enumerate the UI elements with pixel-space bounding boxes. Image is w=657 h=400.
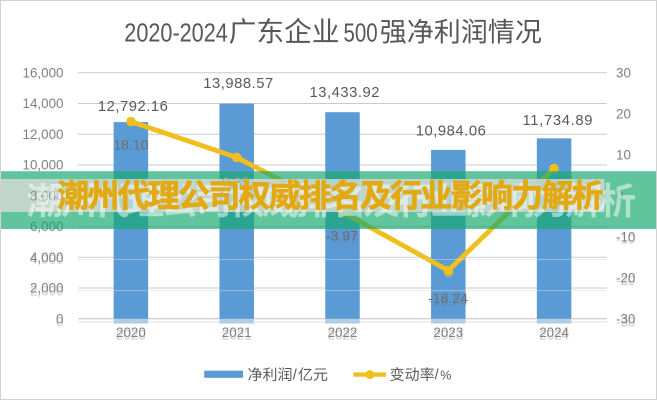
svg-text:-10: -10 (616, 229, 635, 244)
svg-text:18.10: 18.10 (113, 136, 148, 152)
svg-text:2020: 2020 (116, 328, 146, 343)
svg-text:-3.97: -3.97 (326, 227, 358, 243)
svg-text:-10: -10 (616, 232, 635, 247)
svg-text:4,000: 4,000 (30, 250, 64, 265)
svg-text:30: 30 (616, 65, 631, 80)
svg-text:-30: -30 (616, 311, 635, 326)
svg-text:2021: 2021 (222, 325, 252, 340)
svg-text:%: % (440, 369, 451, 383)
svg-text:2021: 2021 (222, 328, 252, 343)
svg-text:13,988.57: 13,988.57 (203, 76, 273, 92)
svg-text:12,000: 12,000 (23, 127, 64, 142)
svg-text:2020: 2020 (116, 325, 146, 340)
svg-text:14,000: 14,000 (23, 96, 64, 111)
svg-text:20: 20 (616, 106, 631, 121)
svg-text:-20: -20 (616, 270, 635, 285)
svg-text:500: 500 (344, 18, 378, 48)
svg-text:-18.24: -18.24 (428, 292, 468, 308)
svg-text:0: 0 (56, 311, 63, 326)
svg-text:-20: -20 (616, 273, 635, 288)
svg-text:16,000: 16,000 (23, 65, 64, 80)
svg-text:2024: 2024 (539, 325, 569, 340)
svg-text:2024: 2024 (539, 328, 569, 343)
svg-text:11,734.89: 11,734.89 (523, 113, 593, 129)
svg-text:/: / (293, 368, 298, 384)
svg-text:/: / (435, 368, 440, 384)
svg-text:-3.97: -3.97 (326, 229, 358, 245)
svg-text:2,000: 2,000 (30, 281, 64, 296)
svg-text:2023: 2023 (433, 328, 463, 343)
svg-text:4,000: 4,000 (30, 252, 64, 267)
svg-text:2022: 2022 (328, 325, 358, 340)
svg-text:2022: 2022 (328, 328, 358, 343)
svg-text:10: 10 (616, 147, 631, 162)
svg-text:10,000: 10,000 (23, 158, 64, 173)
svg-text:12,792.16: 12,792.16 (98, 99, 168, 115)
svg-text:2020-2024: 2020-2024 (124, 18, 228, 48)
svg-text:13,433.92: 13,433.92 (310, 85, 380, 101)
svg-text:-30: -30 (616, 315, 635, 330)
svg-text:-18.24: -18.24 (428, 290, 468, 306)
svg-text:10,984.06: 10,984.06 (416, 124, 486, 140)
svg-text:2,000: 2,000 (30, 283, 64, 298)
svg-text:0: 0 (56, 315, 63, 330)
svg-text:2023: 2023 (433, 325, 463, 340)
